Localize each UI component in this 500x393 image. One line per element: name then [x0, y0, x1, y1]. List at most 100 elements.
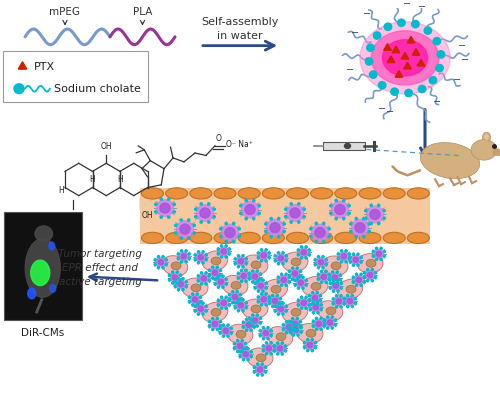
Circle shape: [260, 317, 262, 320]
Circle shape: [200, 274, 208, 283]
Circle shape: [198, 302, 200, 304]
Circle shape: [180, 250, 182, 252]
Circle shape: [160, 198, 162, 200]
Circle shape: [257, 301, 260, 303]
Circle shape: [234, 347, 235, 349]
Circle shape: [268, 301, 270, 303]
Circle shape: [238, 255, 240, 257]
Ellipse shape: [371, 31, 439, 85]
Circle shape: [217, 299, 220, 301]
Text: −: −: [418, 2, 426, 11]
Ellipse shape: [190, 188, 212, 199]
Circle shape: [360, 256, 362, 259]
Circle shape: [198, 313, 200, 315]
Polygon shape: [412, 49, 420, 55]
Text: OH: OH: [100, 142, 112, 151]
Circle shape: [196, 205, 214, 221]
Circle shape: [188, 219, 190, 221]
Ellipse shape: [408, 232, 430, 244]
Circle shape: [212, 266, 214, 268]
Circle shape: [254, 282, 256, 285]
Circle shape: [288, 325, 290, 327]
Circle shape: [258, 212, 260, 214]
Circle shape: [297, 249, 300, 251]
Ellipse shape: [331, 262, 341, 270]
Ellipse shape: [346, 285, 356, 293]
Circle shape: [315, 228, 325, 237]
Text: −: −: [404, 0, 411, 9]
Circle shape: [318, 256, 320, 258]
Circle shape: [228, 248, 230, 250]
Circle shape: [412, 20, 419, 28]
Circle shape: [317, 301, 319, 303]
Circle shape: [291, 325, 300, 334]
Circle shape: [252, 270, 254, 272]
Circle shape: [320, 272, 328, 281]
Circle shape: [225, 228, 235, 237]
Circle shape: [181, 253, 186, 259]
Circle shape: [328, 320, 332, 325]
Circle shape: [311, 338, 314, 341]
Circle shape: [247, 358, 249, 361]
Text: H: H: [117, 175, 123, 184]
Circle shape: [276, 294, 278, 297]
Circle shape: [278, 313, 280, 315]
Circle shape: [325, 270, 327, 272]
Circle shape: [356, 284, 358, 286]
Circle shape: [285, 273, 287, 275]
Circle shape: [180, 237, 182, 239]
Circle shape: [260, 260, 262, 262]
Circle shape: [278, 236, 280, 238]
Circle shape: [236, 290, 238, 293]
Circle shape: [341, 253, 346, 259]
Circle shape: [240, 298, 242, 300]
Circle shape: [398, 19, 405, 26]
Circle shape: [267, 338, 269, 340]
Circle shape: [200, 296, 202, 298]
Circle shape: [205, 310, 208, 312]
Circle shape: [274, 259, 276, 262]
Circle shape: [174, 232, 177, 234]
Ellipse shape: [182, 278, 208, 298]
Circle shape: [300, 275, 302, 277]
Circle shape: [194, 208, 197, 210]
Circle shape: [246, 322, 252, 327]
Circle shape: [267, 327, 269, 329]
Circle shape: [232, 290, 234, 293]
Circle shape: [232, 241, 235, 242]
Ellipse shape: [162, 256, 188, 276]
Circle shape: [259, 334, 262, 336]
Circle shape: [242, 358, 244, 361]
Circle shape: [168, 198, 170, 200]
Circle shape: [239, 351, 242, 353]
Circle shape: [258, 279, 260, 281]
Circle shape: [300, 325, 302, 327]
Ellipse shape: [211, 257, 221, 265]
Circle shape: [351, 294, 354, 297]
Circle shape: [384, 255, 386, 257]
Circle shape: [316, 258, 325, 266]
Ellipse shape: [242, 255, 268, 275]
Circle shape: [436, 64, 444, 72]
Circle shape: [208, 221, 210, 223]
Circle shape: [202, 302, 204, 304]
Polygon shape: [392, 46, 400, 53]
Text: −: −: [461, 55, 469, 65]
Circle shape: [276, 342, 279, 344]
Circle shape: [285, 259, 288, 262]
Circle shape: [268, 252, 270, 254]
Circle shape: [236, 301, 238, 304]
Circle shape: [321, 274, 326, 279]
Text: −: −: [351, 28, 359, 39]
Circle shape: [366, 44, 374, 51]
Circle shape: [292, 271, 298, 276]
Text: DiR-CMs: DiR-CMs: [21, 329, 64, 338]
Circle shape: [154, 259, 156, 261]
Circle shape: [274, 350, 276, 352]
Circle shape: [292, 329, 294, 331]
Circle shape: [248, 278, 250, 280]
Circle shape: [355, 236, 358, 238]
Circle shape: [308, 299, 310, 301]
Circle shape: [311, 303, 320, 312]
Circle shape: [324, 321, 326, 323]
